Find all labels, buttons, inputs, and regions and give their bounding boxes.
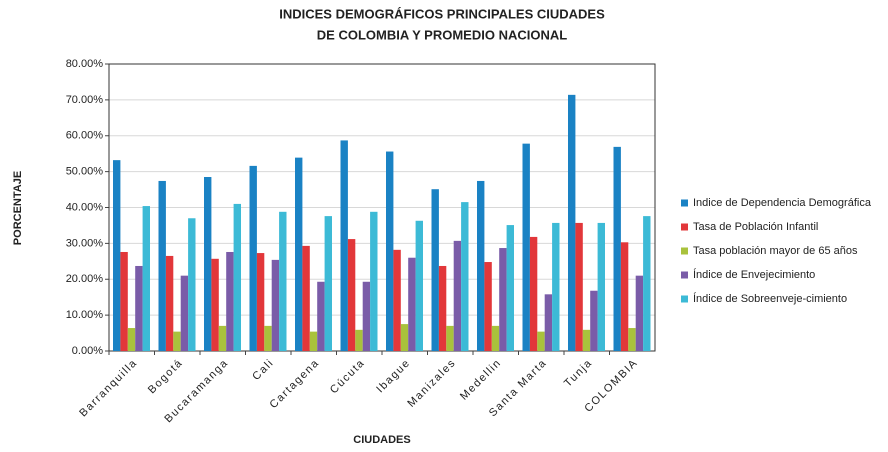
bar xyxy=(279,211,287,351)
legend-label: Tasa población mayor de 65 años xyxy=(693,245,858,257)
bar xyxy=(499,248,507,351)
chart-title: INDICES DEMOGRÁFICOS PRINCIPALES CIUDADE… xyxy=(279,6,605,21)
bar xyxy=(484,262,492,351)
bar xyxy=(211,258,219,351)
bar xyxy=(400,324,409,351)
bar xyxy=(158,180,166,351)
bar xyxy=(635,275,644,351)
x-tick-label: Bogotá xyxy=(146,357,186,397)
bar xyxy=(582,329,591,351)
bar xyxy=(446,325,454,351)
x-tick-label: Cúcuta xyxy=(328,357,367,396)
bar xyxy=(249,165,257,351)
x-axis-label: CIUDADES xyxy=(353,434,410,446)
bar xyxy=(386,151,394,351)
bar xyxy=(370,211,378,351)
bar xyxy=(438,265,447,351)
bar xyxy=(233,203,241,351)
bar xyxy=(295,157,303,351)
y-tick-label: 60.00% xyxy=(66,130,104,142)
legend-label: Índice de Sobreenveje-cimiento xyxy=(693,292,847,305)
bar xyxy=(347,239,356,351)
legend-swatch xyxy=(681,247,688,255)
bar xyxy=(393,249,401,351)
y-tick-label: 40.00% xyxy=(66,201,104,213)
legend-label: Índice de Envejecimiento xyxy=(693,268,815,281)
bar xyxy=(264,325,272,351)
bar xyxy=(309,331,318,351)
y-tick-label: 80.00% xyxy=(66,58,104,70)
y-axis-label: PORCENTAJE xyxy=(12,171,24,245)
bar xyxy=(522,143,530,351)
bar xyxy=(256,253,265,351)
bar xyxy=(218,325,227,351)
bar xyxy=(537,331,545,351)
bar xyxy=(568,94,576,351)
legend-swatch xyxy=(681,295,688,303)
legend-swatch xyxy=(681,199,688,207)
bar xyxy=(477,180,485,351)
bar xyxy=(643,216,651,351)
bar xyxy=(552,222,560,351)
bar xyxy=(204,177,212,351)
bar xyxy=(317,281,325,351)
bar xyxy=(324,216,332,351)
x-tick-label: Barranquilla xyxy=(77,357,140,420)
bar xyxy=(113,160,121,351)
bar xyxy=(180,275,189,351)
bar xyxy=(165,255,174,351)
y-tick-label: 20.00% xyxy=(66,273,104,285)
bar xyxy=(544,294,553,351)
bar xyxy=(362,281,371,351)
bar xyxy=(173,331,181,351)
bar xyxy=(408,257,416,351)
x-tick-label: Tunja xyxy=(562,357,595,390)
legend-label: Tasa de Población Infantil xyxy=(693,221,818,233)
bar xyxy=(575,222,583,351)
bar xyxy=(506,225,514,351)
y-tick-label: 10.00% xyxy=(66,309,104,321)
bar xyxy=(613,146,621,351)
bar xyxy=(628,328,636,351)
x-tick-label: Cali xyxy=(250,357,276,383)
y-tick-label: 0.00% xyxy=(72,345,103,357)
bar xyxy=(415,220,423,351)
bar xyxy=(340,140,348,351)
x-tick-label: Manizales xyxy=(405,357,458,410)
y-tick-label: 70.00% xyxy=(66,94,104,106)
x-tick-label: Medellin xyxy=(458,357,504,403)
x-tick-label: Ibague xyxy=(374,357,413,396)
bar xyxy=(491,325,500,351)
legend-swatch xyxy=(681,223,688,231)
y-tick-label: 50.00% xyxy=(66,166,104,178)
legend-swatch xyxy=(681,271,688,279)
bar xyxy=(620,242,629,351)
bar xyxy=(135,265,143,351)
bar xyxy=(453,240,462,351)
chart-title: DE COLOMBIA Y PROMEDIO NACIONAL xyxy=(317,27,567,42)
bar xyxy=(431,189,439,351)
bar xyxy=(127,328,136,351)
legend-label: Indice de Dependencia Demográfica xyxy=(693,197,872,209)
bar xyxy=(142,206,150,351)
y-tick-label: 30.00% xyxy=(66,237,104,249)
bar xyxy=(597,222,605,351)
bar xyxy=(120,251,128,351)
bar xyxy=(188,218,196,351)
bar xyxy=(226,251,234,351)
bar xyxy=(590,290,598,351)
bar xyxy=(355,329,363,351)
bar xyxy=(271,259,280,351)
bar xyxy=(302,245,310,351)
bar xyxy=(529,236,538,351)
bar xyxy=(461,202,469,351)
